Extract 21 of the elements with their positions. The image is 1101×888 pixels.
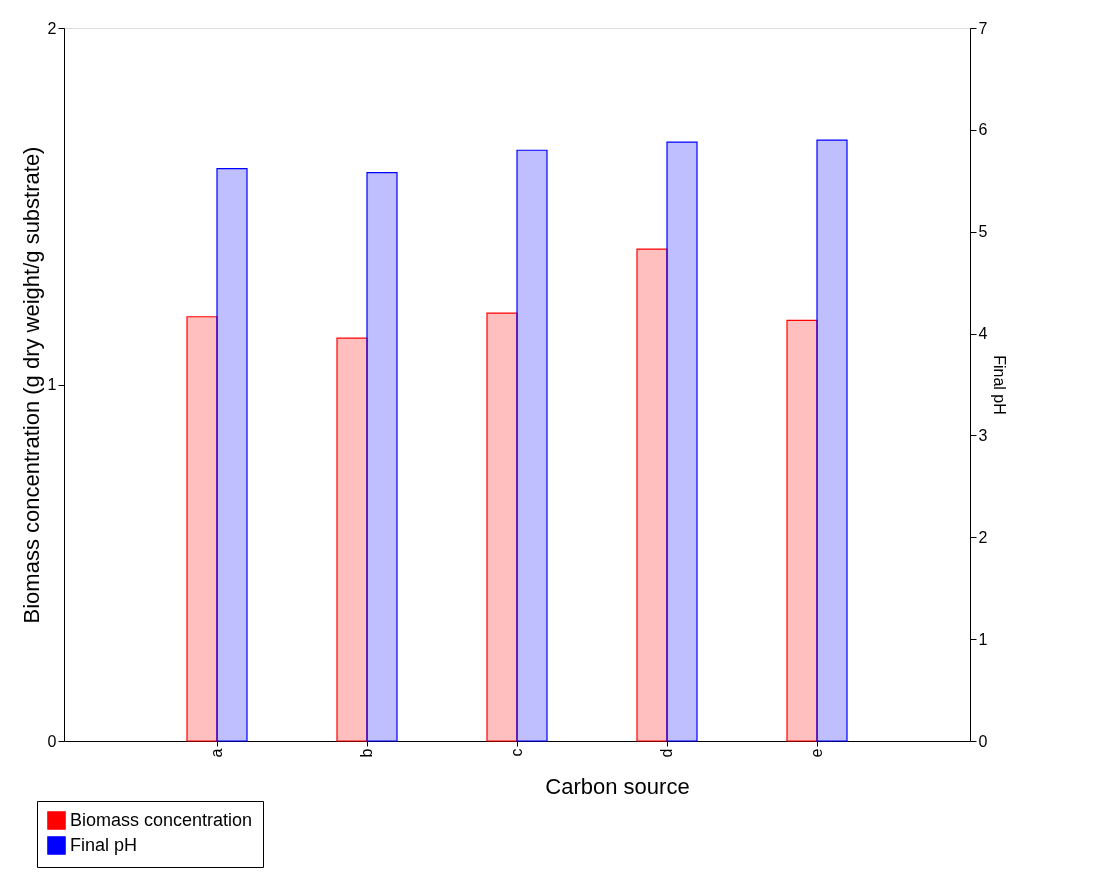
- y-axis-title: Biomass concentration (g dry weight/g substrate): [18, 146, 44, 624]
- x-tick-label: e: [808, 748, 825, 758]
- x-tick-label: b: [358, 748, 375, 758]
- y-tick-label: 1: [47, 376, 57, 393]
- y2-tick-label: 2: [978, 528, 988, 546]
- x-axis-title: Carbon source: [545, 774, 690, 800]
- legend-label: Final pH: [70, 834, 138, 855]
- y2-tick-label: 0: [978, 732, 988, 750]
- y-tick-label: 0: [47, 732, 57, 750]
- x-tick-label: d: [658, 748, 675, 758]
- x-tick-label: c: [508, 748, 525, 757]
- y2-axis-title: Final pH: [991, 355, 1009, 415]
- y2-tick-label: 6: [978, 121, 988, 139]
- y2-tick-label: 3: [978, 426, 988, 444]
- y2-tick-label: 4: [978, 325, 988, 343]
- y-tick-label: 2: [47, 19, 57, 37]
- legend-label: Biomass concentration: [70, 809, 253, 830]
- x-tick-label: a: [208, 748, 225, 758]
- y2-tick-label: 5: [978, 223, 988, 241]
- y2-tick-label: 7: [978, 19, 988, 37]
- y2-tick-label: 1: [978, 630, 988, 648]
